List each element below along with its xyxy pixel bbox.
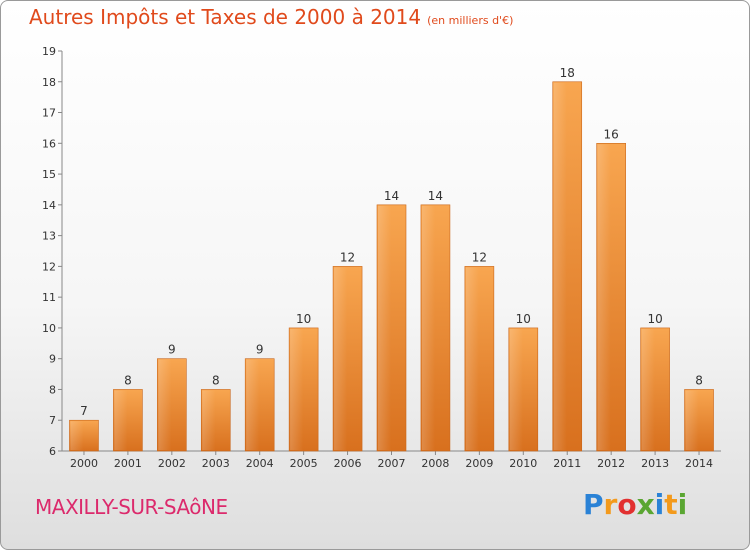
y-tick-label: 8: [49, 383, 56, 396]
x-tick-label-2002: 2002: [158, 457, 186, 470]
axes: 6 7 8 9 10 11 12 13 14 15 16 17 18 19 2000 2001 2002 2003…: [42, 45, 721, 470]
data-labels-group: 7 8 9 8 9 10 12 14 14 12 10 18 16 10 8: [80, 66, 703, 418]
logo-letter: t: [664, 488, 678, 521]
logo-letter: i: [677, 488, 688, 521]
x-tick-label-2001: 2001: [114, 457, 142, 470]
data-label-2001: 8: [124, 373, 132, 387]
logo-letter: o: [617, 488, 637, 521]
y-tick-label: 19: [42, 45, 56, 58]
bar-highlight: [290, 328, 304, 450]
logo-letter: i: [654, 488, 665, 521]
y-tick-label: 15: [42, 168, 56, 181]
y-tick-label: 18: [42, 76, 56, 89]
data-label-2012: 16: [604, 127, 619, 141]
x-tick-label-2003: 2003: [202, 457, 230, 470]
bar-highlight: [378, 205, 392, 450]
bar-highlight: [246, 359, 260, 450]
x-tick-label-2010: 2010: [509, 457, 537, 470]
bar-highlight: [509, 328, 523, 450]
bar-highlight: [114, 390, 128, 450]
bar-highlight: [465, 267, 479, 450]
chart-subtitle: (en milliers d'€): [427, 14, 514, 27]
logo-letter: x: [636, 488, 655, 521]
bar-highlight: [641, 328, 655, 450]
x-tick-label-2007: 2007: [378, 457, 406, 470]
bar-highlight: [597, 144, 611, 451]
x-tick-label-2008: 2008: [421, 457, 449, 470]
x-tick-label-2013: 2013: [641, 457, 669, 470]
bars-group: [69, 81, 714, 452]
data-label-2014: 8: [695, 373, 703, 387]
data-label-2011: 18: [560, 66, 575, 80]
data-label-2006: 12: [340, 250, 355, 264]
x-tick-label-2000: 2000: [70, 457, 98, 470]
bar-highlight: [202, 390, 216, 450]
chart-title: Autres Impôts et Taxes de 2000 à 2014 (en…: [29, 5, 513, 29]
y-tick-label: 6: [49, 445, 56, 458]
proxiti-logo: Proxiti: [583, 488, 687, 521]
chart-title-text: Autres Impôts et Taxes de 2000 à 2014: [29, 5, 422, 29]
y-tick-label: 10: [42, 322, 56, 335]
logo-letter: r: [603, 488, 618, 521]
y-tick-label: 14: [42, 199, 56, 212]
data-label-2005: 10: [296, 312, 311, 326]
bar-highlight: [553, 82, 567, 451]
data-label-2009: 12: [472, 250, 487, 264]
data-label-2000: 7: [80, 404, 88, 418]
bar-highlight: [70, 421, 84, 450]
y-tick-label: 12: [42, 260, 56, 273]
data-label-2013: 10: [647, 312, 662, 326]
data-label-2007: 14: [384, 189, 399, 203]
bar-highlight: [421, 205, 435, 450]
commune-name: MAXILLY-SUR-SAôNE: [35, 495, 228, 519]
x-tick-label-2014: 2014: [685, 457, 713, 470]
bar-highlight: [334, 267, 348, 450]
logo-letter: P: [583, 488, 604, 521]
y-tick-label: 11: [42, 291, 56, 304]
y-tick-label: 7: [49, 414, 56, 427]
x-tick-label-2006: 2006: [334, 457, 362, 470]
x-tick-label-2012: 2012: [597, 457, 625, 470]
data-label-2003: 8: [212, 373, 220, 387]
y-tick-label: 17: [42, 107, 56, 120]
data-label-2004: 9: [256, 343, 264, 357]
y-tick-label: 16: [42, 137, 56, 150]
x-tick-label-2005: 2005: [290, 457, 318, 470]
bar-highlight: [685, 390, 699, 450]
x-tick-label-2009: 2009: [465, 457, 493, 470]
x-tick-label-2011: 2011: [553, 457, 581, 470]
data-label-2010: 10: [516, 312, 531, 326]
y-tick-label: 9: [49, 353, 56, 366]
x-tick-label-2004: 2004: [246, 457, 274, 470]
data-label-2008: 14: [428, 189, 443, 203]
y-tick-label: 13: [42, 230, 56, 243]
bar-highlight: [158, 359, 172, 450]
data-label-2002: 9: [168, 343, 176, 357]
